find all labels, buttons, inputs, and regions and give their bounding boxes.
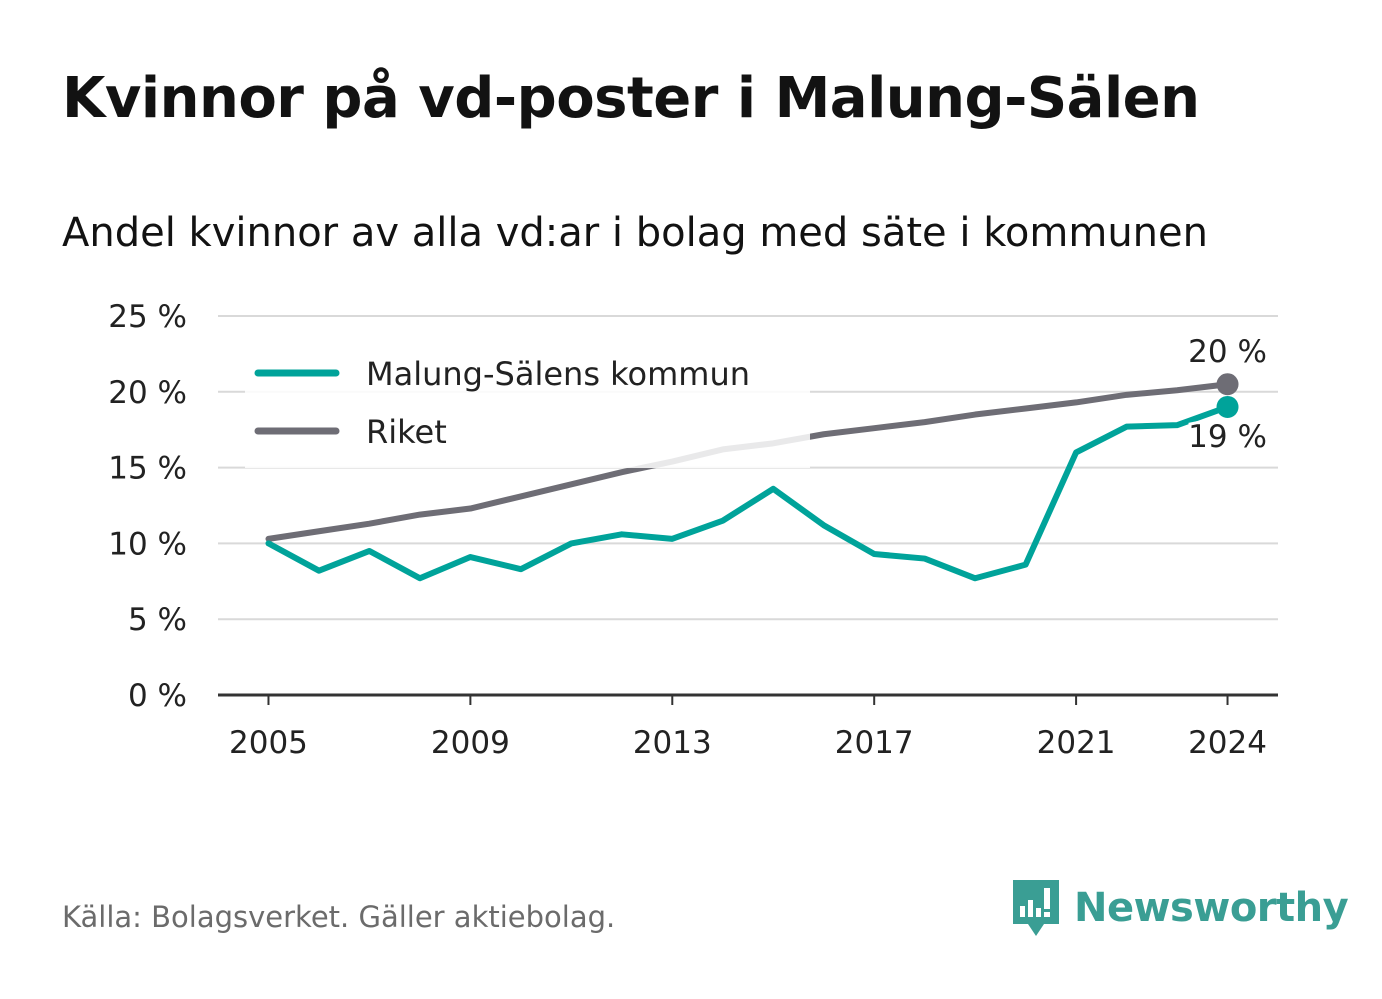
end-labels: 20 % 19 % <box>1185 331 1270 458</box>
y-tick-label: 5 % <box>128 602 187 638</box>
source-note: Källa: Bolagsverket. Gäller aktiebolag. <box>62 900 616 934</box>
brand-name: Newsworthy <box>1074 885 1349 931</box>
y-tick-label: 20 % <box>108 375 187 411</box>
y-tick-label: 25 % <box>108 299 187 335</box>
y-tick-label: 0 % <box>128 678 187 714</box>
y-tick-label: 15 % <box>108 451 187 487</box>
line-chart: 0 %5 %10 %15 %20 %25 % 2005 2009 2013 2017 2… <box>108 299 1278 761</box>
chart-title: Kvinnor på vd-poster i Malung-Sälen <box>62 66 1200 131</box>
x-tick-label: 2024 <box>1188 725 1267 761</box>
chart-subtitle: Andel kvinnor av alla vd:ar i bolag med … <box>62 210 1208 256</box>
brand-logo: Newsworthy <box>1010 878 1349 938</box>
end-point-malung-salen <box>1216 395 1239 418</box>
x-axis-ticks: 2005 2009 2013 2017 2021 2024 <box>218 693 1278 761</box>
y-tick-label: 10 % <box>108 526 187 562</box>
series-line-malung-salen <box>265 403 1231 582</box>
legend-label: Riket <box>366 413 447 451</box>
x-tick-label: 2009 <box>431 725 510 761</box>
legend-label: Malung-Sälens kommun <box>366 355 750 393</box>
newsworthy-icon <box>1013 880 1059 936</box>
end-label-riket: 20 % <box>1188 334 1267 370</box>
end-point-riket <box>1216 373 1239 396</box>
y-axis-ticks: 0 % 5 % 10 % 15 % 20 % 25 % <box>108 299 187 714</box>
x-tick-label: 2017 <box>835 725 914 761</box>
end-label-malung-salen: 19 % <box>1188 419 1267 455</box>
x-tick-label: 2021 <box>1037 725 1116 761</box>
legend-background <box>245 343 810 468</box>
x-tick-label: 2013 <box>633 725 712 761</box>
x-tick-label: 2005 <box>229 725 308 761</box>
legend: Malung-Sälens kommun Riket <box>245 343 810 468</box>
